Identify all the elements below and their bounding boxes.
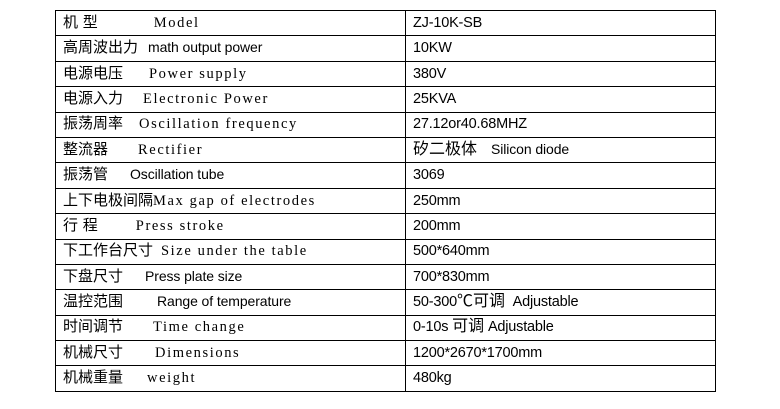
spec-value-part: 50-300	[413, 294, 457, 311]
spec-label-cell: 上下电极间隔Max gap of electrodes	[55, 187, 406, 215]
table-row: 下工作台尺寸 Size under the table 500*640mm	[55, 238, 716, 265]
table-row: 高周波出力 math output power 10KW	[55, 35, 716, 62]
spec-label-cn: 电源电压	[63, 63, 124, 82]
spec-value: 250mm	[413, 192, 461, 209]
spec-value-part: ℃可调	[456, 293, 505, 311]
spec-label-en: Power supply	[149, 65, 248, 82]
spec-label-cell: 行 程 Press stroke	[55, 213, 406, 240]
table-row: 上下电极间隔Max gap of electrodes 250mm	[55, 187, 716, 215]
spec-label-en: Range of temperature	[157, 293, 292, 310]
table-row: 时间调节 Time change 0-10s 可调 Adjustable	[55, 314, 716, 342]
table-row: 机 型 Model ZJ-10K-SB	[55, 9, 716, 37]
spec-label-cell: 电源入力 Electronic Power	[55, 86, 406, 113]
spec-label-en: Oscillation tube	[130, 166, 225, 183]
spec-value-cn: 矽二极体	[413, 140, 478, 158]
spec-label-cn: 整流器	[63, 139, 109, 158]
spec-label-cn: 机械重量	[63, 368, 124, 387]
table-row: 电源入力 Electronic Power 25KVA	[55, 86, 716, 113]
spec-label-en: Max gap of electrodes	[153, 192, 316, 209]
spec-label-cn: 振荡周率	[63, 114, 124, 133]
spec-label-cn: 高周波出力	[63, 38, 139, 57]
spec-value: 480kg	[413, 370, 452, 387]
spec-value-cell: 27.12or40.68MHZ	[405, 111, 716, 138]
specification-sheet: 机 型 Model ZJ-10K-SB 高周波出力 math output power 1…	[55, 9, 716, 392]
spec-value-cell: 50-300℃可调 Adjustable	[405, 289, 716, 316]
spec-label-cell: 下盘尺寸 Press plate size	[55, 263, 406, 291]
spec-value-en: Silicon diode	[491, 140, 570, 157]
spec-label-cell: 时间调节 Time change	[55, 314, 406, 342]
spec-value-cell: 1200*2670*1700mm	[405, 340, 716, 367]
spec-value-part: Adjustable	[484, 319, 554, 336]
spec-value-cell: 0-10s 可调 Adjustable	[405, 314, 716, 342]
spec-label-cell: 振荡管 Oscillation tube	[55, 162, 406, 189]
spec-label-cell: 下工作台尺寸 Size under the table	[55, 238, 406, 265]
table-row: 下盘尺寸 Press plate size 700*830mm	[55, 263, 716, 291]
spec-label-cell: 机械重量 weight	[55, 365, 406, 392]
spec-label-en: math output power	[148, 39, 263, 56]
spec-label-cn: 温控范围	[63, 292, 124, 311]
spec-value: 27.12or40.68MHZ	[413, 116, 527, 133]
spec-value: 700*830mm	[413, 268, 490, 285]
spec-label-en: Model	[153, 14, 200, 31]
spec-label-en: Time change	[153, 319, 246, 336]
spec-label-cell: 高周波出力 math output power	[55, 35, 406, 62]
spec-label-cn: 上下电极间隔	[63, 190, 154, 209]
specification-table: 机 型 Model ZJ-10K-SB 高周波出力 math output power 1…	[55, 9, 716, 392]
spec-label-cell: 机械尺寸 Dimensions	[55, 340, 406, 367]
spec-label-en: Press stroke	[135, 217, 225, 234]
spec-label-cell: 整流器 Rectifier	[55, 136, 406, 164]
table-row: 行 程 Press stroke 200mm	[55, 213, 716, 240]
spec-value: 3069	[413, 167, 445, 184]
spec-label-cn: 下盘尺寸	[63, 266, 124, 285]
table-row: 振荡周率 Oscillation frequency 27.12or40.68MHZ	[55, 111, 716, 138]
table-row: 整流器 Rectifier 矽二极体 Silicon diode	[55, 136, 716, 164]
spec-value-cell: 380V	[405, 60, 716, 88]
table-row: 电源电压 Power supply 380V	[55, 60, 716, 88]
spec-value: 25KVA	[413, 90, 457, 107]
spec-label-cn: 振荡管	[63, 165, 109, 184]
spec-value-cell: 480kg	[405, 365, 716, 392]
spec-value: 10KW	[413, 40, 452, 57]
spec-value: 1200*2670*1700mm	[413, 344, 543, 361]
spec-label-cn: 下工作台尺寸	[63, 241, 154, 260]
spec-value-part: 可调	[452, 318, 485, 336]
spec-label-en: Oscillation frequency	[139, 116, 298, 133]
spec-label-cn: 行 程	[63, 215, 98, 234]
spec-value: 200mm	[413, 217, 461, 234]
spec-value-cell: 3069	[405, 162, 716, 189]
spec-label-cell: 振荡周率 Oscillation frequency	[55, 111, 406, 138]
spec-value-part: 0-10s	[413, 319, 453, 336]
spec-label-en: Size under the table	[161, 243, 308, 260]
spec-value-cell: ZJ-10K-SB	[405, 9, 716, 37]
spec-value-part: Adjustable	[504, 294, 579, 311]
table-row: 机械重量 weight 480kg	[55, 365, 716, 392]
table-row: 振荡管 Oscillation tube 3069	[55, 162, 716, 189]
table-row: 温控范围 Range of temperature 50-300℃可调 Adjust…	[55, 289, 716, 316]
spec-value-cell: 矽二极体 Silicon diode	[405, 136, 716, 164]
spec-value-cell: 200mm	[405, 213, 716, 240]
spec-value: 380V	[413, 65, 447, 82]
spec-label-cn: 时间调节	[63, 317, 124, 336]
spec-value-cell: 700*830mm	[405, 263, 716, 291]
spec-label-en: Press plate size	[145, 267, 243, 284]
table-body: 机 型 Model ZJ-10K-SB 高周波出力 math output power 1…	[55, 9, 716, 392]
spec-label-en: weight	[147, 370, 197, 387]
spec-label-cn: 电源入力	[63, 88, 124, 107]
spec-label-cn: 机械尺寸	[63, 342, 124, 361]
spec-value-cell: 250mm	[405, 187, 716, 215]
spec-value-cell: 500*640mm	[405, 238, 716, 265]
spec-label-cell: 机 型 Model	[55, 9, 406, 37]
spec-label-cell: 温控范围 Range of temperature	[55, 289, 406, 316]
spec-label-cn: 机 型	[63, 12, 98, 31]
spec-value-cell: 25KVA	[405, 86, 716, 113]
spec-value: 500*640mm	[413, 243, 490, 260]
spec-label-en: Rectifier	[138, 141, 204, 158]
spec-value: ZJ-10K-SB	[413, 14, 483, 31]
spec-value-cell: 10KW	[405, 35, 716, 62]
spec-label-en: Electronic Power	[143, 90, 269, 107]
spec-label-cell: 电源电压 Power supply	[55, 60, 406, 88]
spec-label-en: Dimensions	[155, 344, 241, 361]
table-row: 机械尺寸 Dimensions 1200*2670*1700mm	[55, 340, 716, 367]
